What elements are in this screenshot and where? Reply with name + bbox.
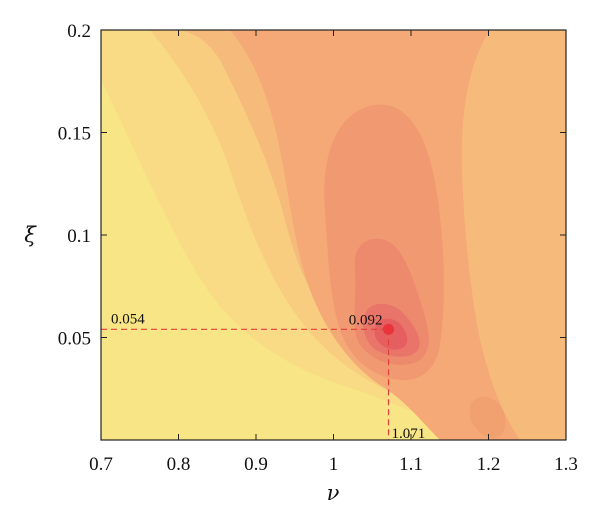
y-axis-title: ξ [24,223,37,247]
contour-band-9 [470,396,506,439]
y-value-label: 0.054 [111,311,145,327]
y-tick-label: 0.15 [58,124,91,145]
x-tick-label: 1.2 [477,454,501,475]
x-tick-label: 0.8 [167,454,191,475]
x-tick-label: 0.7 [89,454,113,475]
x-axis-title: ν [327,481,340,505]
y-tick-label: 0.05 [58,329,91,350]
x-axis: 0.7 0.8 0.9 1 1.1 1.2 1.3 [89,30,578,475]
plot-area [101,30,566,440]
maximum-value-label: 0.092 [349,312,383,328]
x-tick-label: 1.3 [554,454,578,475]
guide-lines: 0.054 1.071 [101,311,425,442]
y-axis: 0.05 0.1 0.15 0.2 [58,21,566,350]
maximum-group: 0.092 [349,312,395,335]
x-tick-label: 1 [329,454,339,475]
x-tick-label: 1.1 [399,454,423,475]
y-tick-label: 0.2 [67,21,91,42]
x-tick-label: 0.9 [244,454,268,475]
x-value-label: 1.071 [392,426,426,442]
maximum-point [383,323,395,335]
y-tick-label: 0.1 [67,226,91,247]
